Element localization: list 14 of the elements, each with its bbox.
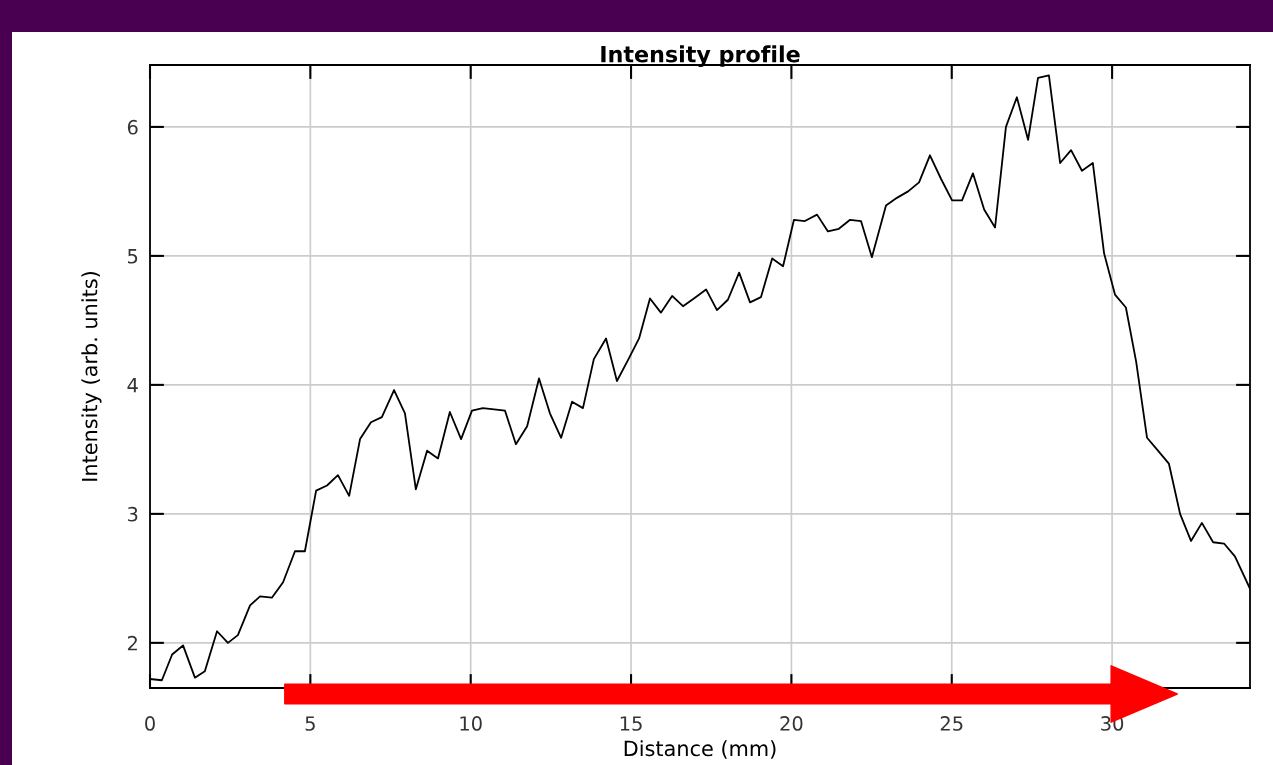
- x-tick-label: 0: [145, 716, 155, 731]
- chart-title: Intensity profile: [601, 45, 800, 68]
- y-tick-label: 2: [127, 635, 137, 651]
- x-axis-title: Distance (mm): [624, 740, 776, 759]
- y-tick-label: 5: [128, 249, 138, 264]
- x-tick-label: 10: [460, 716, 482, 731]
- y-tick-label: 4: [127, 378, 138, 393]
- x-tick-label: 15: [620, 716, 642, 731]
- x-tick-label: 5: [305, 716, 315, 731]
- y-tick-label: 3: [128, 506, 138, 522]
- x-tick-label: 25: [940, 716, 963, 731]
- y-tick-label: 6: [127, 119, 138, 135]
- y-axis-title: Intensity (arb. units): [81, 272, 102, 481]
- x-tick-label: 20: [780, 716, 803, 731]
